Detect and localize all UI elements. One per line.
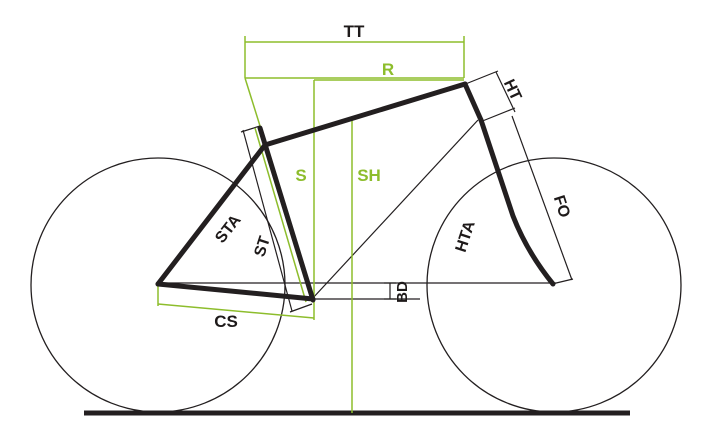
head-tube: [462, 81, 484, 123]
down-tube: [311, 119, 479, 300]
seat-tube: [257, 125, 316, 303]
label-st: ST: [251, 234, 274, 259]
fo-extension-bottom: [551, 278, 574, 285]
cs-dimension-line: [157, 303, 315, 319]
green-lines: [157, 36, 465, 413]
top-tube: [262, 81, 468, 148]
label-s: S: [295, 166, 306, 185]
label-sh: SH: [357, 166, 381, 185]
bike-frame: [155, 81, 556, 303]
seat-stay: [155, 142, 268, 287]
label-r: R: [382, 60, 394, 79]
label-fo: FO: [550, 193, 573, 219]
label-tt: TT: [344, 22, 365, 41]
label-hta: HTA: [453, 218, 479, 254]
fo-dimension-line: [511, 115, 573, 281]
chain-stay: [155, 281, 316, 302]
fork: [478, 117, 556, 287]
label-ht: HT: [500, 77, 525, 104]
st-extension-top: [240, 125, 261, 133]
seat-tube-angle-line: [254, 127, 307, 303]
st-extension-bottom: [289, 303, 313, 313]
label-sta: STA: [212, 212, 245, 247]
guide-lines: [158, 70, 574, 313]
ht-extension-top: [462, 70, 499, 86]
ht-extension-bottom: [479, 107, 516, 123]
label-bd: BD: [394, 281, 411, 303]
ht-dimension-line: [495, 71, 516, 113]
label-cs: CS: [214, 312, 238, 331]
